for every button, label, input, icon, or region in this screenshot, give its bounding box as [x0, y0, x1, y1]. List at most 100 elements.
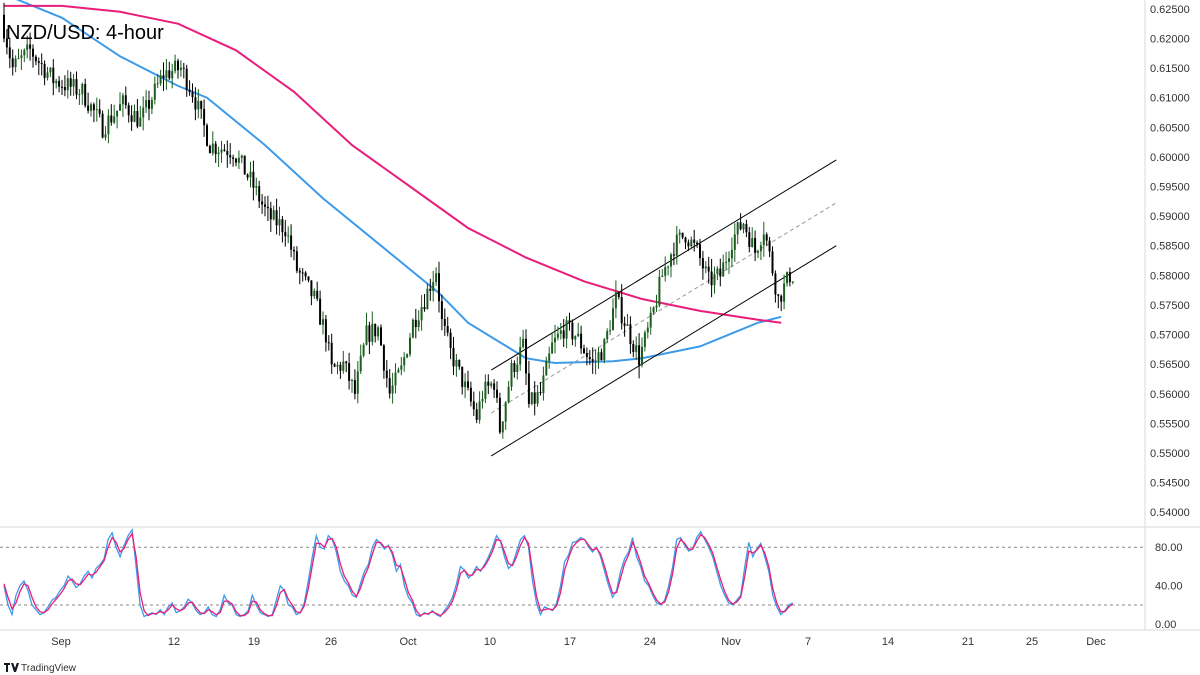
candle: [661, 269, 664, 278]
candle: [380, 324, 382, 346]
candle-body: [380, 327, 382, 346]
candle: [681, 232, 684, 240]
candle: [249, 161, 252, 188]
candle-body: [467, 381, 469, 388]
candle: [391, 372, 394, 404]
candle-body: [478, 401, 481, 420]
candle-body: [490, 383, 493, 386]
candle-body: [664, 267, 667, 276]
candle-body: [229, 155, 232, 158]
candle: [632, 340, 635, 358]
candle: [116, 110, 119, 129]
candle: [153, 76, 156, 105]
candle-body: [672, 254, 675, 256]
candle: [174, 54, 177, 74]
candle-body: [612, 308, 614, 331]
candle: [652, 306, 655, 315]
candle-body: [153, 83, 156, 100]
candle: [498, 392, 501, 435]
candle-body: [208, 145, 211, 154]
candle: [371, 311, 374, 346]
candle: [414, 308, 417, 339]
candle-body: [548, 353, 551, 361]
candle: [719, 258, 722, 287]
candle: [467, 370, 469, 391]
candle: [229, 143, 232, 165]
candle: [551, 333, 554, 354]
candle: [400, 357, 403, 376]
price-tick-label: 0.60000: [1150, 152, 1190, 164]
candle: [527, 360, 530, 408]
candle-body: [696, 242, 699, 245]
candle-body: [704, 266, 707, 269]
price-tick-label: 0.57000: [1150, 330, 1190, 342]
stochastic-oscillator: [0, 528, 1145, 618]
candle: [374, 323, 377, 343]
candle: [237, 150, 240, 169]
candle: [194, 87, 197, 121]
candle-body: [574, 336, 577, 340]
candle-body: [681, 232, 684, 238]
candle-body: [116, 110, 119, 117]
candle-body: [620, 297, 623, 324]
candle: [32, 44, 34, 68]
candle: [504, 401, 507, 430]
candle: [510, 359, 513, 391]
price-tick-label: 0.61500: [1150, 63, 1190, 75]
price-axis[interactable]: 0.62500 0.62000 0.61500 0.61000 0.60500 0.600…: [1150, 4, 1190, 519]
candle-body: [255, 186, 258, 188]
candle: [472, 391, 475, 416]
candle-body: [771, 251, 774, 274]
candle-body: [75, 79, 78, 95]
candle-body: [179, 67, 182, 71]
price-tick-label: 0.59000: [1150, 211, 1190, 223]
candle-body: [423, 307, 426, 310]
candle-body: [171, 71, 174, 79]
candle: [110, 104, 113, 126]
candle: [432, 270, 435, 302]
time-tick-label: Sep: [51, 636, 71, 648]
candle: [159, 69, 162, 86]
candle-body: [713, 273, 716, 286]
candle: [748, 227, 751, 253]
candle: [496, 381, 498, 403]
candle-body: [95, 109, 98, 111]
candle-body: [66, 78, 69, 91]
candle-body: [298, 270, 301, 273]
candle-body: [701, 258, 704, 269]
candle-body: [678, 232, 681, 235]
candle-body: [440, 301, 443, 319]
time-axis[interactable]: Sep 12 19 26 Oct 10 17 24 Nov 7 14 21 25 Dec: [51, 636, 1106, 648]
candle-body: [353, 380, 356, 394]
candle-body: [269, 208, 272, 220]
candle-body: [435, 273, 438, 282]
candle: [554, 324, 556, 354]
candle-body: [49, 67, 52, 73]
candle: [148, 90, 150, 121]
candle: [490, 381, 493, 389]
candle: [29, 32, 32, 61]
candle: [762, 221, 765, 257]
candle: [438, 261, 440, 313]
candle-body: [34, 56, 37, 62]
candle: [449, 328, 452, 360]
candle-body: [177, 60, 179, 71]
candle: [617, 291, 620, 300]
candle: [5, 29, 8, 55]
candle: [635, 336, 638, 361]
candle: [301, 268, 304, 282]
candle: [266, 195, 269, 221]
candle-body: [496, 389, 498, 398]
candle: [243, 155, 246, 175]
candle: [577, 322, 580, 338]
candle: [310, 280, 313, 306]
candle-body: [733, 234, 736, 250]
candle-body: [409, 337, 411, 355]
candle-body: [469, 387, 472, 402]
candle: [722, 254, 725, 277]
candle-body: [58, 80, 61, 87]
candle: [319, 290, 322, 325]
candle: [771, 246, 774, 276]
stochastic-axis[interactable]: 80.00 40.00 0.00: [1155, 542, 1183, 631]
candle: [348, 352, 351, 390]
